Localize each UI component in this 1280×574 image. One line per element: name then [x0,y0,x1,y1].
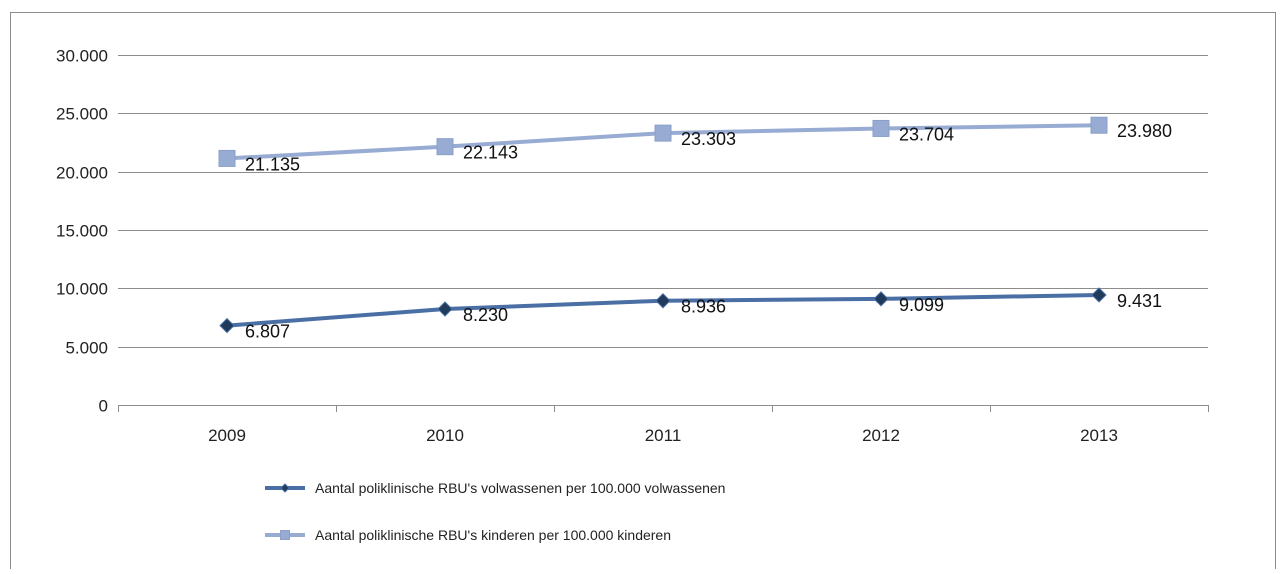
legend: Aantal poliklinische RBU's volwassenen p… [265,480,725,543]
data-label: 23.303 [681,129,736,149]
data-label: 8.936 [681,297,726,317]
diamond-marker [873,291,889,307]
y-tick-label: 15.000 [56,222,108,241]
diamond-marker [655,293,671,309]
diamond-marker [1091,287,1107,303]
x-tick-label: 2011 [645,426,682,445]
chart-frame [10,12,1276,573]
diamond-marker [280,483,290,493]
square-marker [872,119,890,137]
data-label: 9.431 [1117,291,1162,311]
x-tick-label: 2009 [208,426,246,445]
y-tick-label: 30.000 [56,47,108,66]
square-marker [654,124,672,142]
diamond-marker [219,317,235,334]
data-label: 8.230 [463,305,508,325]
gridlines [118,55,1208,348]
y-tick-label: 10.000 [56,280,108,299]
y-tick-label: 5.000 [65,339,108,358]
y-tick-label: 25.000 [56,105,108,124]
x-tick-label: 2013 [1080,426,1118,445]
axes: 0 5.000 10.000 15.000 20.000 25.000 30.000 2009… [56,47,1209,445]
legend-label: Aantal poliklinische RBU's kinderen per … [315,527,671,543]
data-label: 9.099 [899,295,944,315]
data-label: 23.704 [899,124,954,144]
x-tick-label: 2010 [426,426,464,445]
data-labels: 6.807 8.230 8.936 9.099 9.431 21.135 22.143 23.… [245,121,1172,341]
series-lines [218,116,1108,334]
legend-label: Aantal poliklinische RBU's volwassenen p… [315,480,725,496]
square-marker [280,530,290,540]
data-label: 22.143 [463,143,518,163]
diamond-marker [437,301,453,317]
square-marker [218,149,236,167]
square-marker [436,138,454,156]
x-tick-label: 2012 [862,426,900,445]
y-tick-label: 0 [99,397,108,416]
square-marker [1090,116,1108,134]
y-tick-label: 20.000 [56,164,108,183]
data-label: 21.135 [245,154,300,174]
data-label: 23.980 [1117,121,1172,141]
data-label: 6.807 [245,322,290,342]
